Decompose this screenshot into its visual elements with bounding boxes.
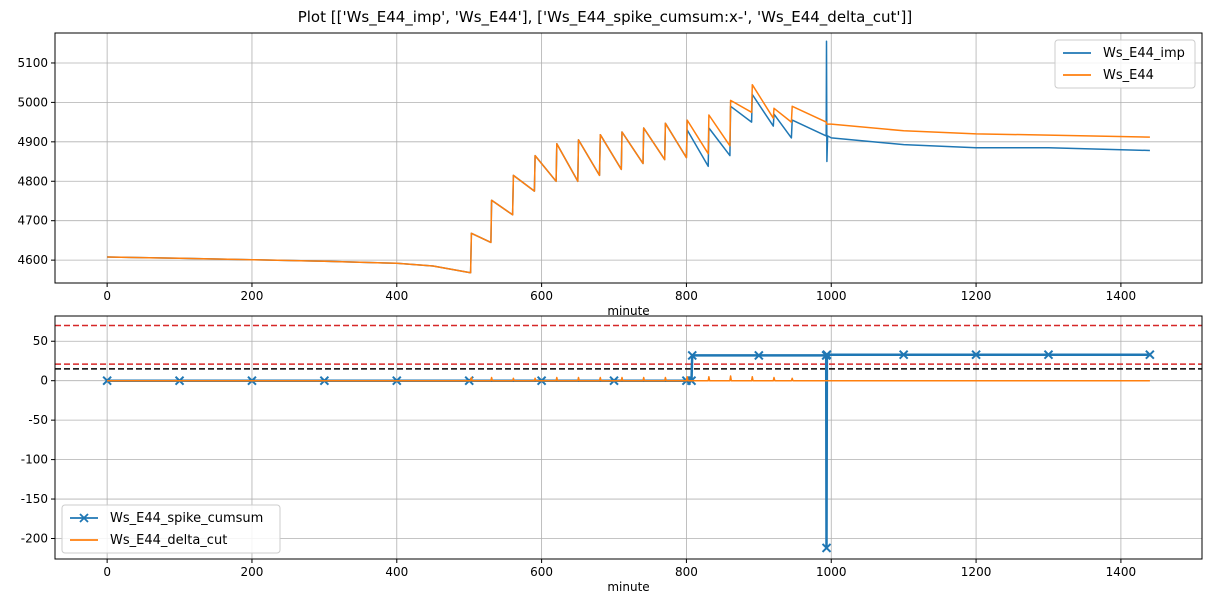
data-point-marker [1145, 349, 1155, 360]
subplot-1: 0 200 400 600 800 1000 1200 1400 4600 4700 4800 490… [17, 32, 1203, 318]
y-tick-label: 4600 [17, 253, 48, 267]
data-point-marker [821, 543, 832, 553]
y-tick-label: 5000 [17, 95, 48, 109]
y-tick-label: -150 [21, 492, 48, 506]
axes-frame [54, 315, 1203, 560]
legend: Ws_E44_spike_cumsum Ws_E44_delta_cut [61, 504, 281, 554]
x-tick-label: 0 [103, 289, 111, 303]
figure-title: Plot [['Ws_E44_imp', 'Ws_E44'], ['Ws_E44… [298, 8, 913, 27]
x-tick-label: 600 [530, 565, 553, 579]
x-axis-label: minute [607, 580, 649, 594]
x-tick-label: 1200 [961, 289, 992, 303]
legend-label-Ws_E44_imp: Ws_E44_imp [1103, 46, 1185, 61]
x-tick-label: 800 [675, 289, 698, 303]
legend-box [61, 504, 281, 554]
series-line-Ws_E44_delta_cut [107, 375, 1150, 382]
y-tick-label: 5100 [17, 56, 48, 70]
axes-frame [54, 32, 1203, 284]
y-tick-label: -200 [21, 531, 48, 545]
x-tick-label: 600 [530, 289, 553, 303]
data-point-marker [1043, 349, 1054, 360]
plots-layer: 0 200 400 600 800 1000 1200 1400 4600 4700 4800 490… [17, 32, 1203, 594]
legend: Ws_E44_imp Ws_E44 [1054, 39, 1196, 89]
y-tick-label: 4700 [17, 214, 48, 228]
y-tick-label: 4900 [17, 135, 48, 149]
series-layer [55, 324, 1202, 553]
x-tick-label: 1200 [961, 565, 992, 579]
y-tick-label: -50 [28, 413, 48, 427]
x-tick-label: 1000 [816, 289, 847, 303]
x-tick-label: 1400 [1106, 289, 1137, 303]
series-layer [107, 40, 1150, 274]
x-tick-label: 200 [241, 565, 264, 579]
subplot-2: 0 200 400 600 800 1000 1200 1400 -200 -150 -100 -50… [21, 315, 1203, 594]
data-point-marker [754, 350, 764, 361]
data-point-marker [822, 349, 832, 360]
y-tick-label: -100 [21, 453, 48, 467]
x-tick-label: 1000 [816, 565, 847, 579]
data-point-marker [971, 349, 981, 360]
x-tick-label: 200 [241, 289, 264, 303]
x-axis-label: minute [607, 304, 649, 318]
x-tick-label: 400 [385, 289, 408, 303]
x-tick-label: 800 [675, 565, 698, 579]
legend-label-Ws_E44_spike_cumsum: Ws_E44_spike_cumsum [110, 511, 263, 526]
series-line-Ws_E44 [107, 83, 1150, 274]
data-point-marker [898, 349, 909, 360]
data-point-marker [687, 350, 697, 361]
x-tick-label: 0 [103, 565, 111, 579]
legend-box [1054, 39, 1196, 89]
y-tick-label: 4800 [17, 174, 48, 188]
x-tick-label: 400 [385, 565, 408, 579]
legend-label-Ws_E44: Ws_E44 [1103, 68, 1154, 83]
legend-marker [79, 513, 89, 523]
x-tick-label: 1400 [1106, 565, 1137, 579]
y-tick-label: 50 [33, 334, 48, 348]
y-tick-label: 0 [40, 374, 48, 388]
legend-label-Ws_E44_delta_cut: Ws_E44_delta_cut [110, 533, 227, 548]
